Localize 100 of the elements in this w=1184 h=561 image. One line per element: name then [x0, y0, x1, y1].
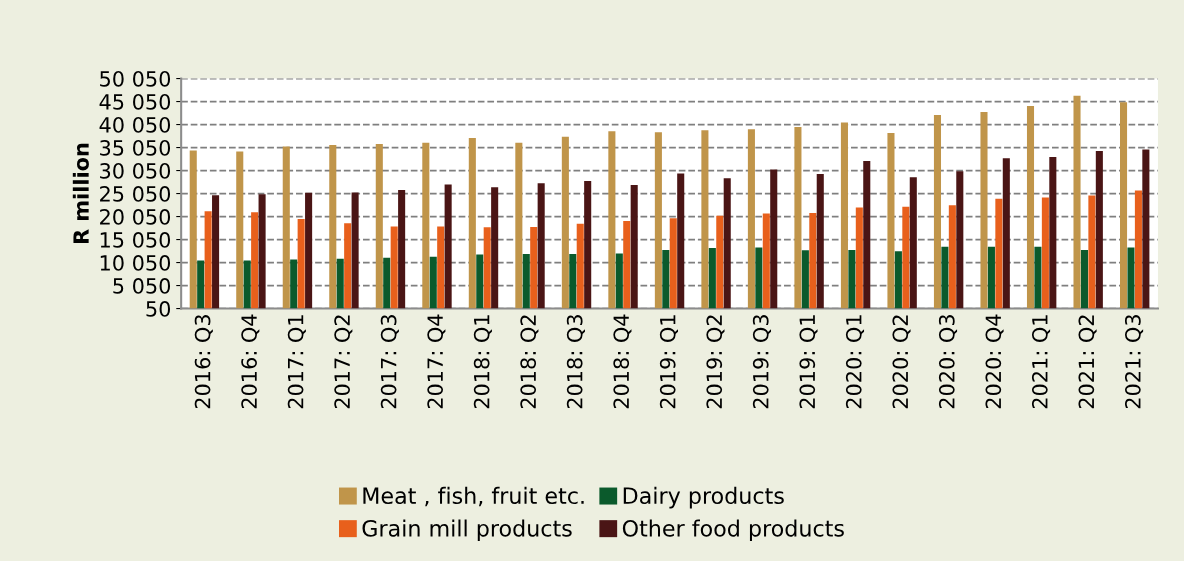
x-tick-label: 2016: Q3 [194, 315, 213, 409]
bar [723, 178, 731, 309]
x-tick-label: 2020: Q3 [938, 315, 958, 409]
bar [701, 130, 709, 309]
bar [1088, 195, 1096, 309]
bar [762, 213, 770, 309]
bar [980, 111, 988, 309]
x-tick-label: 2021: Q3 [1124, 315, 1144, 409]
y-tick-label: 45 050 [99, 93, 171, 110]
bar [243, 260, 251, 309]
bar [995, 198, 1003, 309]
bar [941, 246, 949, 309]
bar [569, 254, 577, 309]
bar [522, 254, 530, 309]
bar [1127, 247, 1135, 309]
bar [444, 184, 452, 309]
bar [1049, 156, 1057, 309]
bar [755, 247, 763, 309]
bar [840, 122, 848, 309]
x-tick-label: 2017: Q2 [334, 315, 353, 409]
y-tick-label: 25 050 [100, 186, 171, 202]
bar [329, 145, 337, 309]
y-tick-label: 30 050 [100, 163, 171, 179]
bar [212, 195, 220, 309]
bar [251, 212, 259, 309]
bar [1041, 197, 1049, 309]
x-tick-label: 2016: Q4 [241, 314, 260, 409]
bar [584, 180, 592, 309]
bar [297, 219, 305, 309]
bar [747, 129, 755, 309]
legend-label: Meat , fish, fruit etc. [363, 486, 584, 507]
bar [933, 115, 942, 309]
bar [1034, 246, 1042, 309]
x-tick-label: 2021: Q1 [1031, 315, 1051, 409]
bar [770, 169, 778, 309]
bar [716, 215, 724, 309]
bar [515, 142, 523, 309]
bar [383, 257, 391, 309]
bar [654, 132, 662, 309]
legend-label: Dairy products [623, 486, 784, 509]
bar [1026, 105, 1035, 309]
bar [204, 211, 212, 309]
x-tick-label: 2020: Q2 [892, 315, 911, 409]
bar [623, 220, 631, 309]
bar [887, 133, 895, 309]
bar [576, 223, 584, 309]
bar [863, 161, 871, 309]
bar [390, 226, 398, 309]
bar [305, 192, 313, 309]
y-tick-label: 40 050 [99, 116, 171, 133]
bar [669, 218, 677, 309]
bar [956, 171, 964, 309]
bar [1120, 102, 1128, 309]
y-tick-label: 10 050 [100, 255, 171, 271]
y-tick-label: 15 050 [100, 232, 171, 248]
bar [197, 260, 205, 309]
bar [336, 258, 344, 309]
bar [1002, 158, 1010, 309]
x-tick-label: 2018: Q2 [520, 315, 539, 409]
bar [855, 207, 863, 309]
bar [1080, 249, 1088, 309]
x-tick-label: 2018: Q3 [566, 315, 585, 409]
bar [561, 136, 569, 309]
bar [794, 127, 802, 309]
bar [398, 190, 406, 309]
bar [429, 256, 437, 309]
bar [894, 251, 902, 309]
bar [258, 194, 266, 309]
bar [468, 138, 476, 309]
bar [290, 259, 298, 309]
y-axis-title: R million [72, 143, 89, 243]
bar [282, 146, 290, 309]
x-tick-label: 2019: Q2 [706, 315, 725, 409]
bar [948, 205, 956, 309]
y-tick-label: 20 050 [100, 209, 171, 225]
bar [608, 131, 616, 309]
bar [476, 254, 484, 309]
bar [491, 187, 499, 309]
x-tick-label: 2019: Q1 [659, 315, 678, 409]
bar [1134, 190, 1142, 309]
bar [809, 213, 817, 309]
bar [987, 246, 995, 309]
bar [1073, 95, 1081, 309]
x-tick-label: 2018: Q4 [613, 314, 632, 409]
bar [422, 142, 430, 309]
bar [189, 150, 197, 309]
bar [909, 177, 917, 309]
bar [902, 206, 910, 309]
bar [236, 151, 244, 309]
bar [530, 226, 538, 309]
bar [848, 249, 856, 309]
x-tick-label: 2017: Q4 [427, 314, 446, 409]
x-tick-label: 2019: Q3 [752, 315, 772, 409]
y-tick-label: 35 050 [100, 140, 171, 156]
bar [537, 183, 545, 309]
bar [662, 249, 670, 309]
bar [1095, 150, 1103, 309]
bar [344, 223, 352, 309]
bar [437, 226, 445, 309]
bar [483, 227, 491, 309]
